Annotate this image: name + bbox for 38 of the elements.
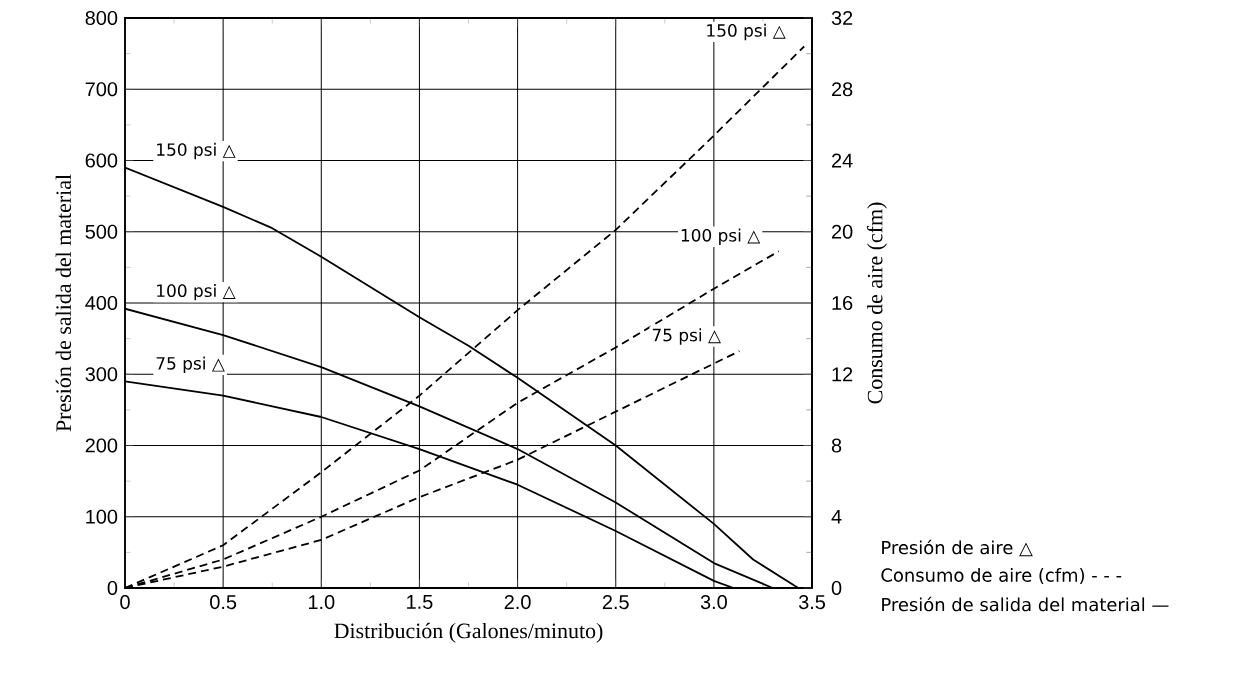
y-tick-label: 400 xyxy=(85,295,118,311)
y2-tick-label: 24 xyxy=(832,153,853,168)
x-tick-label: 0.5 xyxy=(210,595,237,610)
y-tick-label: 0 xyxy=(107,580,118,596)
x-tick-label: 2.5 xyxy=(602,595,629,610)
y-tick-label: 500 xyxy=(85,224,118,239)
series-label: 75 psi △ xyxy=(652,328,721,345)
text: Presión de salida del material — xyxy=(882,596,1169,612)
y2-tick-label: 20 xyxy=(832,224,853,239)
series-label: 100 psi △ xyxy=(157,283,236,301)
y-tick-label: 100 xyxy=(86,509,118,524)
y2-tick-label: 4 xyxy=(831,509,842,524)
x-tick-label: 3.5 xyxy=(798,595,826,610)
text: Presión de aire △ xyxy=(882,539,1033,557)
series-label: 75 psi △ xyxy=(156,356,225,374)
y2-tick-label: 28 xyxy=(832,82,853,97)
text: Consumo de aire (cfm) - - - xyxy=(881,568,1122,585)
y2-tick-label: 0 xyxy=(831,580,842,596)
series-label: 100 psi △ xyxy=(681,228,761,245)
x-tick-label: 1.0 xyxy=(308,595,335,610)
y-tick-label: 300 xyxy=(85,367,118,382)
series-label: 150 psi △ xyxy=(157,142,236,160)
y2-tick-label: 12 xyxy=(832,367,853,382)
x-tick-label: 3.0 xyxy=(700,595,727,610)
y-tick-label: 800 xyxy=(85,10,118,26)
x-tick-label: 1.5 xyxy=(407,595,433,609)
y2-axis-title: Consumo de aire (cfm) xyxy=(866,202,887,404)
y2-tick-label: 32 xyxy=(831,10,853,26)
y-axis-title: Presión de salida del material xyxy=(55,174,72,432)
y2-tick-label: 8 xyxy=(831,438,842,453)
x-axis-title: Distribución (Galones/minuto) xyxy=(334,622,603,643)
x-tick-label: 2.0 xyxy=(504,595,531,610)
x-tick-label: 0 xyxy=(120,595,130,610)
y-tick-label: 200 xyxy=(85,438,118,453)
y-tick-label: 700 xyxy=(85,82,118,97)
y2-tick-label: 16 xyxy=(832,295,853,311)
y-tick-label: 600 xyxy=(85,153,118,168)
series-label: 150 psi △ xyxy=(707,23,786,41)
